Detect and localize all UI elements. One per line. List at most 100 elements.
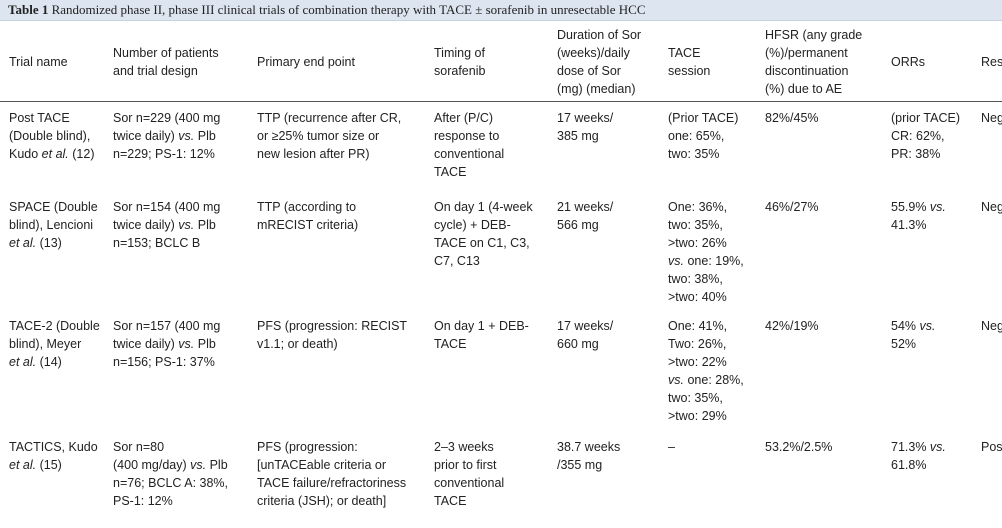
cell-trial-name: TACE-2 (Double blind), Meyer et al. (14) <box>0 310 104 431</box>
cell-line: TACE failure/refractoriness <box>257 476 407 490</box>
cell-line: (Double blind), <box>9 127 96 145</box>
cell-line: two: 35%, <box>668 216 748 234</box>
cell-line: After (P/C) <box>434 111 494 125</box>
header-tace-session: TACE session <box>659 21 756 102</box>
cell-line: 55.9% vs. <box>891 198 964 216</box>
cell-text: two: 35%, <box>668 218 723 232</box>
cell-line: PS-1: 12% <box>113 492 240 510</box>
cell-line: C7, C13 <box>434 254 480 268</box>
cell-line: >two: 22% <box>668 353 748 371</box>
cell-tace-session: (Prior TACE) one: 65%, two: 35% <box>659 102 756 192</box>
cell-text: – <box>668 440 675 454</box>
table-row: SPACE (Double blind), Lencioni et al. (13)… <box>0 191 1002 310</box>
cell-line: TACE <box>434 337 467 351</box>
cell-text: SPACE (Double <box>9 200 98 214</box>
cell-text: 54% <box>891 319 920 333</box>
cell-timing: 2–3 weeks prior to first conventional TACE <box>425 431 548 528</box>
cell-line: CR: 62%, <box>891 127 964 145</box>
cell-line: Neg <box>981 111 1002 125</box>
cell-text: Sor n=154 (400 mg <box>113 200 221 214</box>
header-line: Primary end point <box>257 55 355 69</box>
cell-tace-session: – <box>659 431 756 528</box>
cell-line: Neg <box>981 200 1002 214</box>
header-line: (%)/permanent <box>765 46 848 60</box>
header-line: Trial name <box>9 55 68 69</box>
cell-line: criteria (JSH); or death] <box>257 494 387 508</box>
cell-line: Sor n=157 (400 mg <box>113 317 240 335</box>
cell-text: TACE-2 (Double <box>9 319 100 333</box>
cell-trial-name: TACTICS, Kudo et al. (15) <box>0 431 104 528</box>
cell-trial-name: Post TACE (Double blind), Kudo et al. (12) <box>0 102 104 192</box>
header-timing-sorafenib: Timing of sorafenib <box>425 21 548 102</box>
cell-text: (Double blind), <box>9 129 91 143</box>
cell-text: one: 28%, <box>683 373 744 387</box>
cell-text: PS-1: 12% <box>113 494 173 508</box>
cell-line: n=229; PS-1: 12% <box>113 145 240 163</box>
table-caption-text: Randomized phase II, phase III clinical … <box>51 2 646 17</box>
cell-italic-text: vs. <box>929 440 946 454</box>
cell-text: (Prior TACE) <box>668 111 739 125</box>
table-caption-label: Table 1 <box>8 2 49 17</box>
cell-result: Neg <box>972 102 1002 192</box>
cell-text: Plb <box>194 218 216 232</box>
cell-line: 82%/45% <box>765 111 819 125</box>
cell-line: twice daily) vs. Plb <box>113 127 240 145</box>
cell-line: or ≥25% tumor size or <box>257 129 380 143</box>
cell-line: – <box>668 438 748 456</box>
cell-line: >two: 29% <box>668 407 748 425</box>
header-row: Trial name Number of patients and trial de… <box>0 21 1002 102</box>
cell-line: et al. (14) <box>9 353 96 371</box>
header-trial-name: Trial name <box>0 21 104 102</box>
cell-line: 17 weeks/ <box>557 111 614 125</box>
cell-italic-text: vs. <box>919 319 936 333</box>
cell-line: PR: 38% <box>891 145 964 163</box>
cell-line: Sor n=154 (400 mg <box>113 198 240 216</box>
cell-line: 46%/27% <box>765 200 819 214</box>
cell-line: One: 41%, <box>668 317 748 335</box>
cell-primary-end-point: PFS (progression: [unTACEable criteria or… <box>248 431 425 528</box>
cell-text: (15) <box>36 458 62 472</box>
cell-line: prior to first <box>434 458 497 472</box>
cell-line: TTP (according to <box>257 200 357 214</box>
header-hfsr: HFSR (any grade (%)/permanent discontinuat… <box>756 21 882 102</box>
cell-text: One: 41%, <box>668 319 728 333</box>
table-row: TACE-2 (Double blind), Meyer et al. (14) So… <box>0 310 1002 431</box>
cell-line: conventional <box>434 147 505 161</box>
cell-line: et al. (13) <box>9 234 96 252</box>
table-caption: Table 1 Randomized phase II, phase III c… <box>0 0 1002 21</box>
cell-text: 55.9% <box>891 200 930 214</box>
cell-line: vs. one: 28%, <box>668 371 748 389</box>
cell-line: TACE <box>434 494 467 508</box>
cell-text: (12) <box>68 147 95 161</box>
cell-line: 38.7 weeks <box>557 440 621 454</box>
cell-tace-session: One: 41%, Two: 26%, >two: 22% vs. one: 28%,… <box>659 310 756 431</box>
cell-line: 71.3% vs. <box>891 438 964 456</box>
cell-line: 52% <box>891 335 964 353</box>
cell-text: n=156; PS-1: 37% <box>113 355 215 369</box>
cell-italic-text: vs. <box>668 373 684 387</box>
cell-text: twice daily) <box>113 218 179 232</box>
header-results: Resu <box>972 21 1002 102</box>
header-line: HFSR (any grade <box>765 28 863 42</box>
cell-text: Sor n=157 (400 mg <box>113 319 221 333</box>
cell-italic-text: et al. <box>9 355 37 369</box>
cell-line: (400 mg/day) vs. Plb <box>113 456 240 474</box>
cell-line: [unTACEable criteria or <box>257 458 386 472</box>
cell-patients-design: Sor n=229 (400 mg twice daily) vs. Plb n=2… <box>104 102 248 192</box>
cell-line: blind), Meyer <box>9 335 96 353</box>
cell-line: Two: 26%, <box>668 335 748 353</box>
header-patients-design: Number of patients and trial design <box>104 21 248 102</box>
cell-text: 52% <box>891 337 917 351</box>
header-line: Number of patients <box>113 46 219 60</box>
cell-line: 42%/19% <box>765 319 819 333</box>
header-line: dose of Sor <box>557 64 621 78</box>
cell-text: Sor n=229 (400 mg <box>113 111 221 125</box>
cell-italic-text: vs. <box>178 218 195 232</box>
cell-line: n=76; BCLC A: 38%, <box>113 474 240 492</box>
cell-text: One: 36%, <box>668 200 728 214</box>
cell-primary-end-point: PFS (progression: RECIST v1.1; or death) <box>248 310 425 431</box>
cell-line: one: 65%, <box>668 127 748 145</box>
cell-line: One: 36%, <box>668 198 748 216</box>
cell-italic-text: vs. <box>668 254 684 268</box>
cell-patients-design: Sor n=80 (400 mg/day) vs. Plb n=76; BCLC A… <box>104 431 248 528</box>
